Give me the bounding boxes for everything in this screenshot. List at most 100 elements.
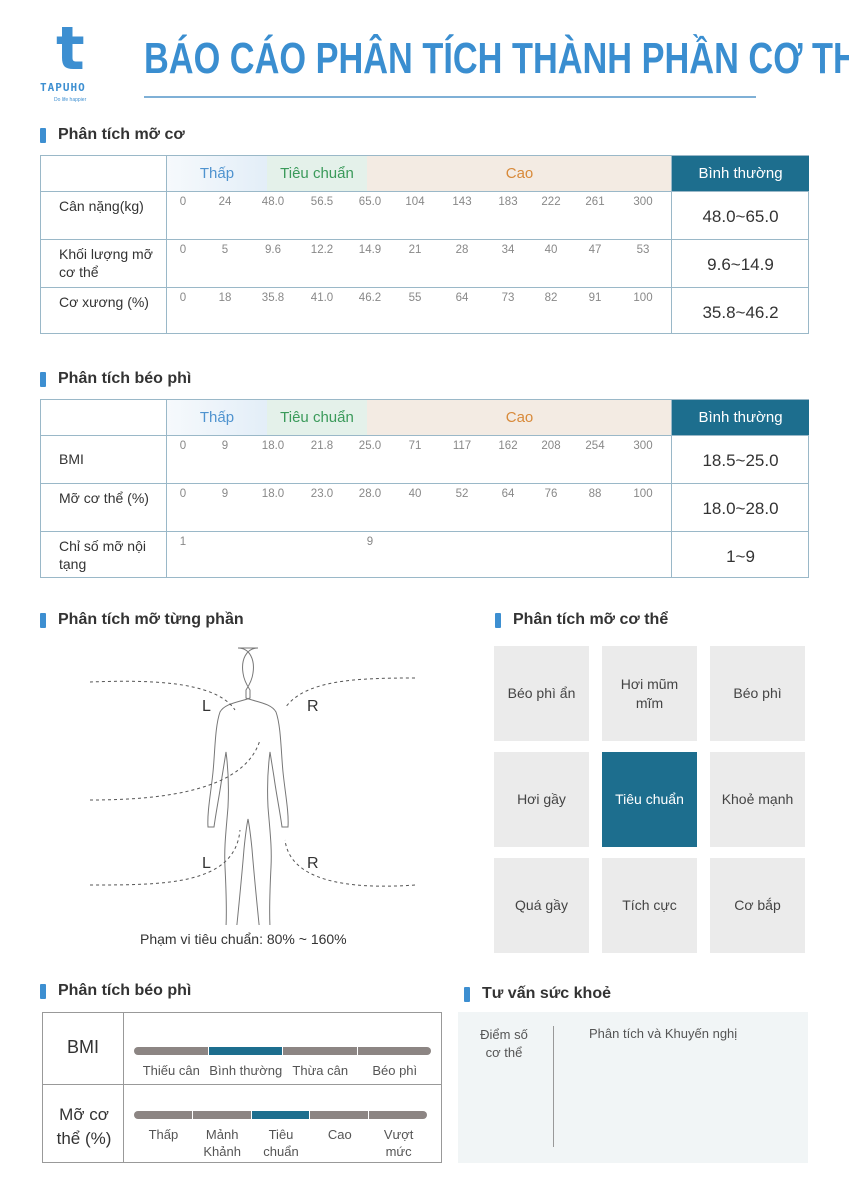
body-type-cell[interactable]: Cơ bắp <box>710 858 805 953</box>
dash-left-arm <box>89 680 236 711</box>
normal-range: 35.8~46.2 <box>702 302 779 322</box>
band-normal: Bình thường <box>672 156 809 191</box>
scale-tick: 9 <box>221 488 229 500</box>
section-heading-obesity: Phân tích béo phì <box>39 370 192 387</box>
section-heading-obesity-bars: Phân tích béo phì <box>39 982 192 999</box>
section-heading-muscle-fat: Phân tích mỡ cơ <box>40 126 185 143</box>
row-divider <box>41 531 808 532</box>
bar-segment <box>251 1111 310 1119</box>
scale-tick: 254 <box>585 440 605 452</box>
body-type-cell[interactable]: Tích cực <box>602 858 697 953</box>
body-type-cell[interactable]: Béo phì ẩn <box>494 646 589 741</box>
scale-tick: 162 <box>498 440 518 452</box>
row-label: BMI <box>59 451 84 467</box>
body-type-cell[interactable]: Quá gầy <box>494 858 589 953</box>
scale-tick: 40 <box>544 244 558 256</box>
bar-segment-label: Mảnh Khảnh <box>203 1127 241 1159</box>
scale-tick: 28 <box>455 244 469 256</box>
body-type-cell[interactable]: Béo phì <box>710 646 805 741</box>
fat-label: Mỡ cơ thể (%) <box>56 1105 112 1148</box>
normal-range: 48.0~65.0 <box>702 207 779 226</box>
scale-tick: 0 <box>179 488 187 500</box>
row-divider <box>41 239 808 240</box>
scale-tick: 100 <box>633 488 653 500</box>
obesity-table: Thấp Tiêu chuẩn Cao Bình thường BMI 0 9 18.0 21.… <box>40 399 809 578</box>
band-low: Thấp <box>167 400 267 435</box>
body-type-cell[interactable]: Tiêu chuẩn <box>602 752 697 847</box>
column-divider <box>671 156 672 333</box>
scale-tick: 48.0 <box>261 196 285 208</box>
body-figure <box>89 647 416 925</box>
scale-tick: 0 <box>179 292 187 304</box>
scale-tick: 9 <box>366 536 374 548</box>
label-left-leg: L <box>202 855 211 872</box>
dash-left-leg <box>89 829 241 886</box>
bar-segment-label: Thừa cân <box>292 1063 349 1078</box>
bar-segment <box>134 1111 192 1119</box>
logo-letter: t <box>56 20 85 78</box>
row-label: Mỡ cơ thể (%) <box>59 490 149 506</box>
scale-tick: 41.0 <box>310 292 334 304</box>
bmi-label: BMI <box>66 1037 99 1057</box>
logo-brand: TAPUHO <box>40 81 86 94</box>
scale-tick: 91 <box>588 292 602 304</box>
row-label: Cân nặng(kg) <box>59 198 144 214</box>
scale-tick: 64 <box>501 488 515 500</box>
bar-segment-label: Thấp <box>148 1127 179 1142</box>
scale-tick: 46.2 <box>358 292 382 304</box>
bar-segment-label: Thiếu cân <box>142 1063 200 1078</box>
scale-tick: 18.0 <box>261 440 285 452</box>
scale-tick: 9.6 <box>265 244 281 256</box>
scale-tick: 64 <box>455 292 469 304</box>
scale-tick: 0 <box>179 440 187 452</box>
title-divider <box>144 96 756 98</box>
scale-tick: 56.5 <box>310 196 334 208</box>
scale-tick: 82 <box>544 292 558 304</box>
column-divider <box>166 156 167 333</box>
bar-segment <box>134 1047 208 1055</box>
obesity-bars-table: BMI Mỡ cơ thể (%) Thiếu cân Bình thường Th… <box>42 1012 442 1163</box>
scale-tick: 5 <box>221 244 229 256</box>
scale-tick: 73 <box>501 292 515 304</box>
scale-tick: 25.0 <box>358 440 382 452</box>
scale-tick: 300 <box>633 440 653 452</box>
column-divider <box>166 400 167 577</box>
normal-range: 1~9 <box>726 546 755 566</box>
bar-segment-label: Tiêu chuẩn <box>263 1127 299 1159</box>
bar-segment-label: Cao <box>327 1127 352 1142</box>
scale-tick: 24 <box>218 196 232 208</box>
label-right-arm: R <box>307 698 319 715</box>
body-type-cell[interactable]: Khoẻ mạnh <box>710 752 805 847</box>
scale-tick: 261 <box>585 196 605 208</box>
row-label: Chỉ số mỡ nội tạng <box>59 538 146 572</box>
scale-tick: 222 <box>541 196 561 208</box>
scale-tick: 21 <box>408 244 422 256</box>
scale-tick: 143 <box>452 196 472 208</box>
label-left-arm: L <box>202 698 211 715</box>
scale-tick: 71 <box>408 440 422 452</box>
normal-range: 9.6~14.9 <box>707 255 774 274</box>
scale-tick: 18 <box>218 292 232 304</box>
scale-tick: 40 <box>408 488 422 500</box>
body-type-cell[interactable]: Hơi mũm mĩm <box>602 646 697 741</box>
scale-tick: 300 <box>633 196 653 208</box>
bar-segment <box>283 1047 357 1055</box>
scale-tick: 104 <box>405 196 425 208</box>
row-divider <box>41 287 808 288</box>
row-divider <box>41 191 808 192</box>
scale-tick: 28.0 <box>358 488 382 500</box>
band-high: Cao <box>367 400 672 435</box>
band-standard: Tiêu chuẩn <box>267 156 367 191</box>
scale-tick: 100 <box>633 292 653 304</box>
body-type-cell[interactable]: Hơi gầy <box>494 752 589 847</box>
body-outline <box>207 647 289 925</box>
scale-tick: 21.8 <box>310 440 334 452</box>
muscle-fat-table: Thấp Tiêu chuẩn Cao Bình thường Cân nặng(kg)… <box>40 155 809 334</box>
column-divider <box>671 400 672 577</box>
scale-tick: 12.2 <box>310 244 334 256</box>
bar-segment <box>192 1111 251 1119</box>
normal-range: 18.0~28.0 <box>702 499 779 518</box>
scale-tick: 0 <box>179 244 187 256</box>
bar-segment <box>208 1047 282 1055</box>
scale-tick: 53 <box>636 244 650 256</box>
